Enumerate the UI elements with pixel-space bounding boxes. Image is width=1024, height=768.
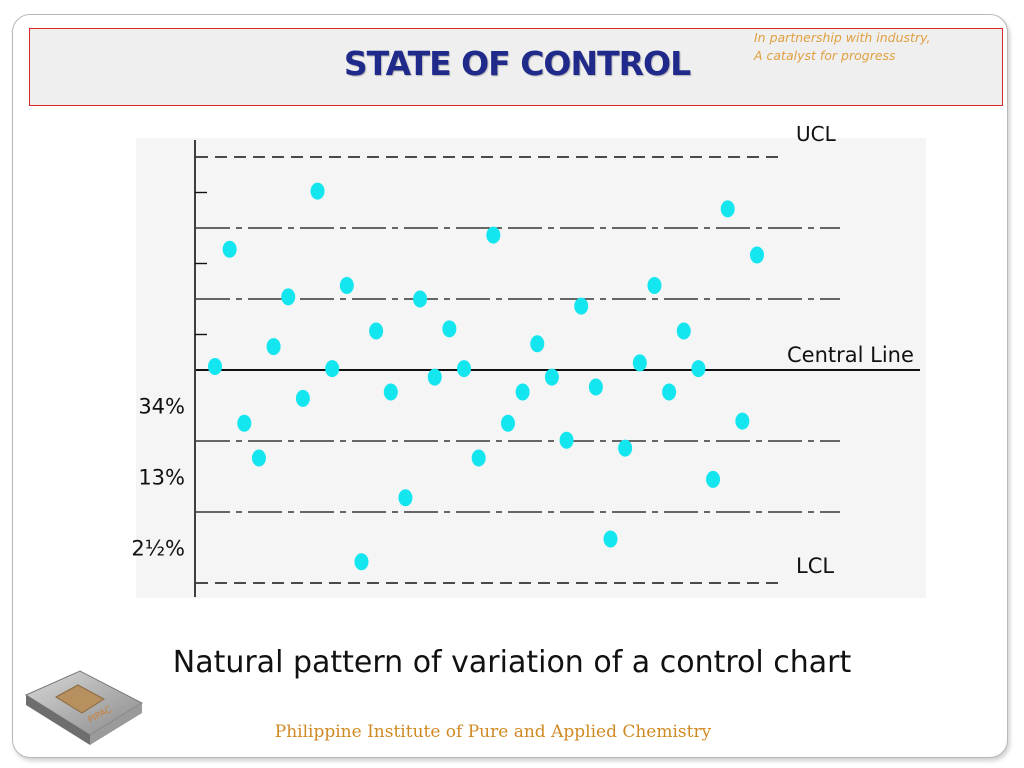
data-point [339, 277, 354, 295]
data-point [383, 383, 398, 401]
tagline: In partnership with industry, A catalyst… [754, 29, 1004, 65]
chart-background [136, 138, 926, 598]
data-point [325, 360, 340, 378]
chart-caption: Natural pattern of variation of a contro… [172, 645, 852, 680]
data-point [691, 360, 706, 378]
data-point [251, 449, 266, 467]
data-point [471, 449, 486, 467]
data-point [735, 412, 750, 430]
data-point [662, 383, 677, 401]
footer-institute-name: Philippine Institute of Pure and Applied… [274, 722, 712, 742]
data-point [486, 226, 501, 244]
data-point [559, 431, 574, 449]
zone-percent-label: 13% [138, 466, 185, 490]
data-point [647, 277, 662, 295]
tagline-line-2: A catalyst for progress [754, 48, 896, 63]
data-point [720, 200, 735, 218]
title-bar [29, 28, 1003, 106]
data-point [618, 439, 633, 457]
data-point [706, 470, 721, 488]
data-point [750, 246, 764, 264]
data-point [603, 530, 618, 548]
data-point [515, 383, 530, 401]
data-point [632, 354, 647, 372]
data-point [588, 378, 603, 396]
data-point [442, 320, 457, 338]
center-line-label: Central Line [787, 343, 914, 367]
page-title: STATE OF CONTROL [343, 44, 691, 83]
data-point [237, 414, 252, 432]
data-point [413, 290, 428, 308]
data-point [457, 360, 472, 378]
data-point [310, 182, 325, 200]
data-point [427, 368, 442, 386]
data-point [354, 553, 369, 571]
data-point [500, 414, 515, 432]
data-point [222, 240, 237, 258]
data-point [574, 297, 589, 315]
data-point [266, 338, 281, 356]
data-point [530, 335, 545, 353]
data-point [544, 368, 559, 386]
zone-percent-label: 34% [138, 395, 185, 419]
data-point [295, 389, 310, 407]
data-point [398, 489, 413, 507]
data-point [281, 288, 296, 306]
data-point [676, 322, 691, 340]
data-point [208, 357, 222, 375]
data-point [369, 322, 384, 340]
institute-logo-icon: PIPAC [24, 670, 144, 745]
tagline-line-1: In partnership with industry, [754, 30, 931, 45]
ucl-label: UCL [796, 122, 837, 146]
lcl-label: LCL [796, 554, 834, 578]
zone-percent-label: 2½% [131, 537, 185, 561]
